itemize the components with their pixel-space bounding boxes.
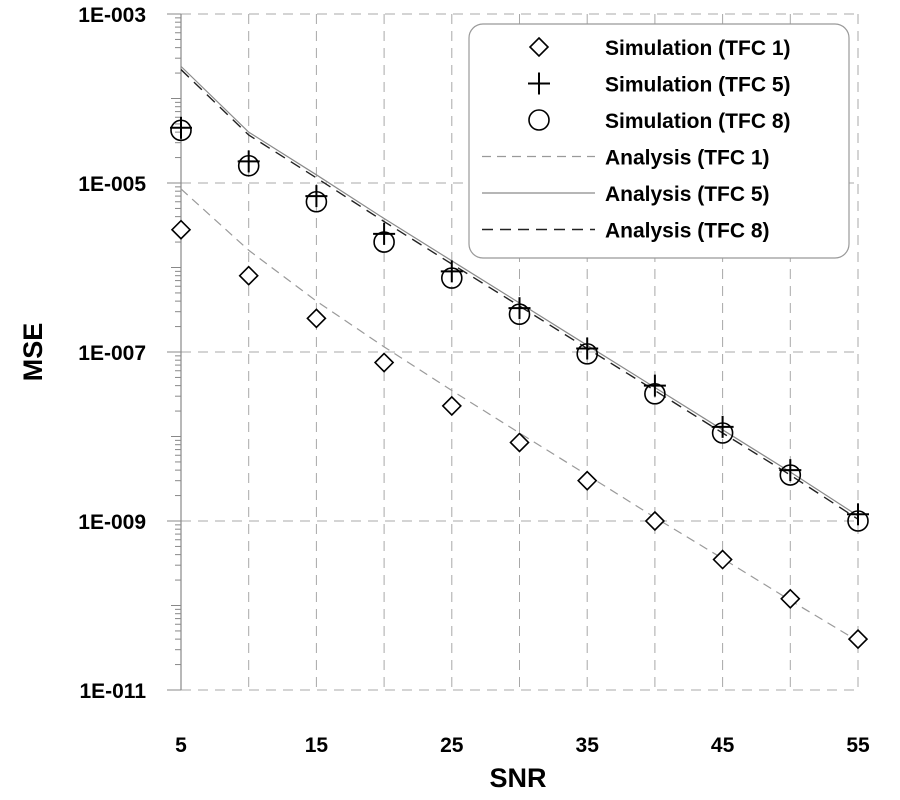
legend-swatch-simulation-tfc-8 (528, 109, 550, 131)
point-simulation-tfc-5 (847, 503, 869, 526)
y-tick-label: 1E-003 (78, 4, 146, 27)
legend-swatch-simulation-tfc-1 (528, 36, 550, 58)
x-tick-label: 45 (711, 734, 735, 757)
y-tick-label: 1E-005 (78, 173, 146, 196)
point-simulation-tfc-1 (644, 510, 666, 532)
legend: Simulation (TFC 1) Simulation (TFC 5) Simu… (468, 23, 850, 259)
legend-label-simulation-tfc-1: Simulation (TFC 1) (605, 37, 791, 60)
x-tick-label: 25 (440, 734, 464, 757)
point-simulation-tfc-1 (509, 432, 530, 453)
tick-labels: 1E-003 1E-005 1E-007 1E-009 1E-011 5 15 25 35 45 5… (78, 4, 870, 757)
x-axis-title: SNR (489, 763, 546, 793)
x-tick-label: 55 (846, 734, 870, 757)
series-analysis-tfc-1 (180, 188, 859, 642)
x-tick-label: 35 (576, 734, 600, 757)
line-analysis-tfc-1 (180, 188, 859, 642)
legend-label-analysis-tfc-8: Analysis (TFC 8) (605, 220, 770, 243)
point-simulation-tfc-1 (306, 308, 327, 329)
point-simulation-tfc-5 (643, 374, 666, 397)
series-simulation-tfc-1 (170, 219, 869, 650)
point-simulation-tfc-5 (170, 116, 192, 139)
series-simulation-tfc-5 (170, 116, 869, 526)
point-simulation-tfc-1 (712, 549, 733, 570)
legend-label-analysis-tfc-1: Analysis (TFC 1) (605, 147, 770, 170)
legend-label-simulation-tfc-5: Simulation (TFC 5) (605, 74, 791, 97)
point-simulation-tfc-1 (577, 470, 598, 491)
point-simulation-tfc-5 (711, 415, 734, 438)
legend-label-simulation-tfc-8: Simulation (TFC 8) (605, 110, 791, 133)
legend-swatch-simulation-tfc-5 (528, 72, 550, 95)
point-simulation-tfc-5 (305, 185, 328, 208)
x-tick-label: 5 (175, 734, 187, 757)
point-simulation-tfc-5 (576, 337, 599, 360)
axes (167, 13, 182, 691)
point-simulation-tfc-1 (441, 395, 462, 417)
series-layer (170, 65, 869, 650)
point-simulation-tfc-1 (170, 219, 192, 240)
point-simulation-tfc-5 (373, 222, 396, 245)
point-simulation-tfc-1 (847, 628, 869, 650)
legend-box (468, 23, 850, 259)
point-simulation-tfc-5 (508, 297, 531, 320)
point-simulation-tfc-5 (779, 459, 802, 482)
y-tick-label: 1E-009 (78, 511, 146, 534)
point-simulation-tfc-1 (238, 265, 259, 286)
point-simulation-tfc-5 (440, 260, 463, 283)
y-tick-label: 1E-011 (79, 680, 146, 703)
point-simulation-tfc-1 (373, 352, 395, 373)
point-simulation-tfc-5 (237, 150, 260, 173)
x-tick-label: 15 (305, 734, 329, 757)
point-simulation-tfc-1 (780, 588, 801, 609)
legend-label-analysis-tfc-5: Analysis (TFC 5) (605, 183, 770, 206)
y-tick-label: 1E-007 (78, 342, 146, 365)
y-axis-title: MSE (18, 323, 48, 382)
